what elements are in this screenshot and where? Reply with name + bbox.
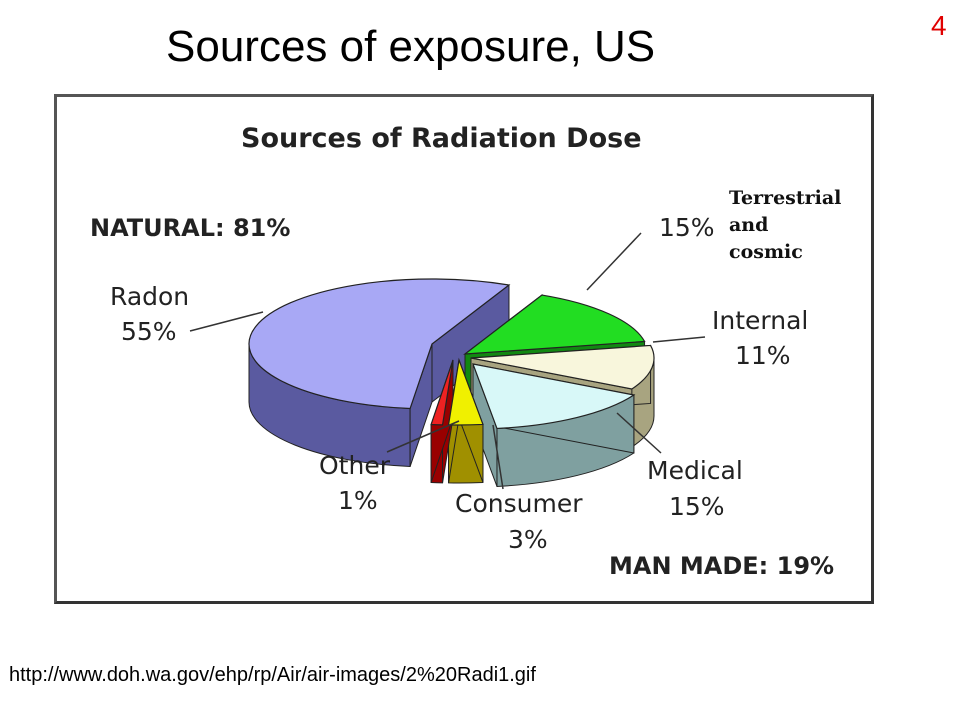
slide-title: Sources of exposure, US [166, 22, 656, 71]
source-url[interactable]: http://www.doh.wa.gov/ehp/rp/Air/air-ima… [9, 664, 536, 686]
label-medical-pct: 15% [669, 492, 725, 521]
label-terrestrial-line1: Terrestrial [729, 187, 841, 209]
slice-radon [248, 278, 511, 410]
label-consumer-name: Consumer [455, 489, 583, 518]
slice-terrestrial-and-cosmic [463, 294, 646, 355]
group-label-natural: NATURAL: 81% [90, 214, 290, 242]
chart-title: Sources of Radiation Dose [241, 123, 642, 154]
leader-line-terrestrial [586, 232, 642, 291]
label-terrestrial-line2: and [729, 214, 768, 236]
label-terrestrial-pct: 15% [659, 213, 715, 242]
slice-internal [470, 344, 655, 390]
slice-other [430, 359, 454, 426]
label-other-pct: 1% [338, 486, 378, 515]
label-radon-pct: 55% [121, 317, 177, 346]
leader-lines [189, 232, 706, 490]
leader-line-other [386, 420, 460, 453]
label-radon-name: Radon [110, 282, 189, 311]
label-other-name: Other [319, 451, 391, 480]
pie-chart-svg: Sources of Radiation Dose NATURAL: 81% M… [90, 123, 841, 580]
leader-line-radon [189, 311, 264, 332]
pie-chart: Sources of Radiation Dose NATURAL: 81% M… [54, 94, 874, 604]
slide-number: 4 [931, 10, 947, 41]
label-internal-pct: 11% [735, 341, 791, 370]
leader-line-consumer [492, 424, 504, 490]
label-consumer-pct: 3% [508, 525, 548, 554]
label-medical-name: Medical [647, 456, 743, 485]
label-internal-name: Internal [712, 306, 808, 335]
slice-medical [472, 363, 636, 430]
pie-slices [248, 278, 655, 487]
group-label-man-made: MAN MADE: 19% [609, 552, 834, 580]
leader-line-medical [616, 412, 662, 454]
label-terrestrial-line3: cosmic [729, 241, 803, 263]
leader-line-internal [652, 336, 706, 343]
